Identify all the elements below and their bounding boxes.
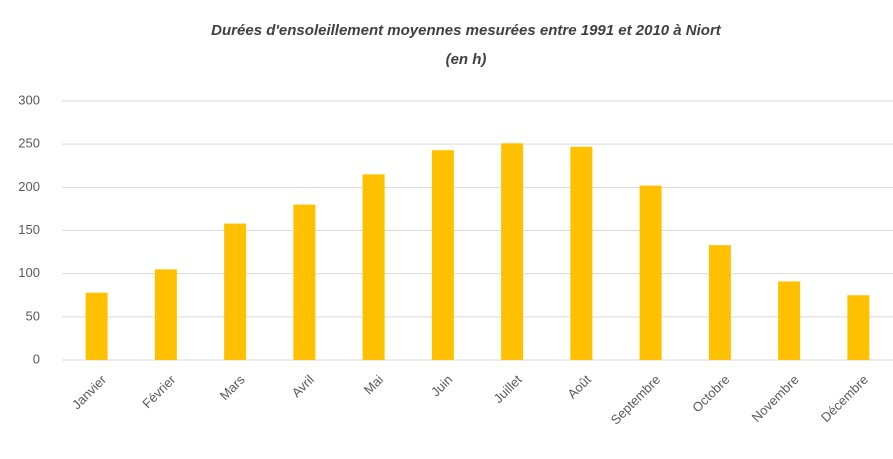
bar	[85, 292, 108, 360]
x-tick-label: Mai	[361, 372, 386, 397]
x-tick-label: Novembre	[749, 372, 802, 425]
bar	[293, 204, 316, 360]
x-tick-label: Janvier	[69, 371, 110, 412]
x-tick-label: Septembre	[608, 372, 664, 428]
bar	[570, 146, 593, 360]
x-tick-label: Décembre	[818, 372, 871, 425]
x-tick-label: Juillet	[491, 372, 525, 406]
y-tick-label: 0	[33, 351, 40, 366]
x-tick-label: Mars	[217, 372, 248, 403]
bar	[778, 281, 801, 360]
bar	[639, 185, 662, 360]
x-tick-label: Août	[564, 372, 594, 402]
x-tick-label: Avril	[289, 372, 317, 400]
bar	[431, 150, 454, 360]
x-tick-label: Octobre	[689, 372, 732, 415]
bar	[708, 245, 731, 360]
y-tick-label: 100	[18, 265, 40, 280]
y-tick-label: 150	[18, 222, 40, 237]
bar	[847, 295, 870, 360]
x-tick-label: Juin	[428, 372, 455, 399]
y-tick-label: 50	[26, 308, 40, 323]
bar	[154, 269, 177, 360]
bar	[224, 223, 247, 360]
bar	[501, 143, 524, 360]
y-tick-label: 200	[18, 179, 40, 194]
bar	[362, 174, 385, 360]
y-tick-label: 300	[18, 92, 40, 107]
x-tick-label: Février	[139, 371, 179, 411]
chart-title: Durées d'ensoleillement moyennes mesurée…	[211, 22, 721, 68]
y-tick-label: 250	[18, 136, 40, 151]
